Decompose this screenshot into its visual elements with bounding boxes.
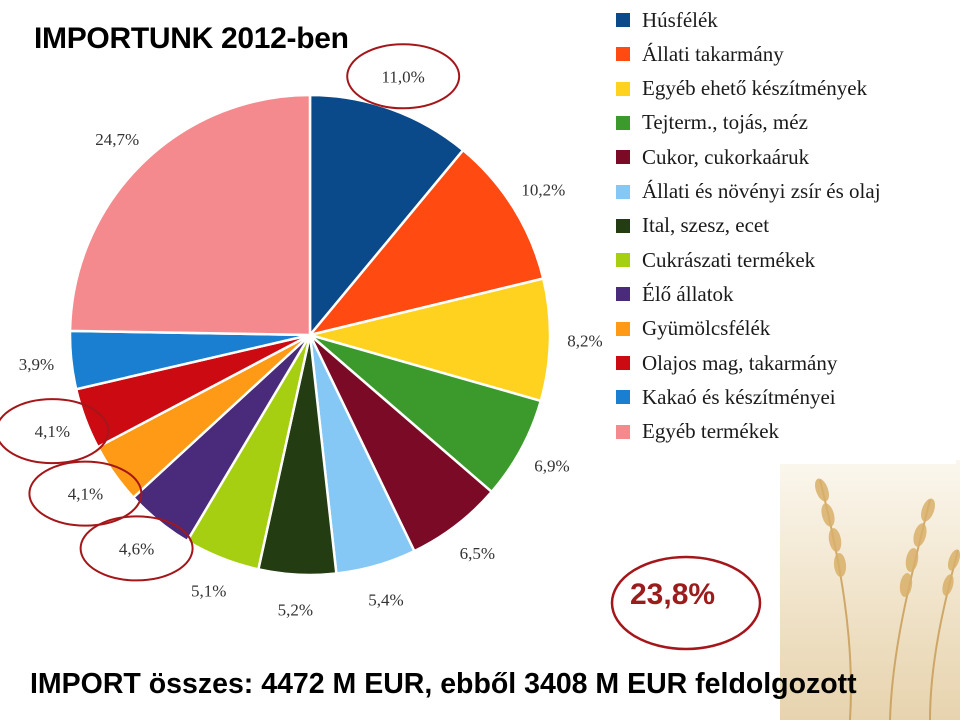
legend-label: Kakaó és készítményei: [642, 384, 836, 409]
legend-swatch: [616, 184, 630, 199]
pie-slice: [308, 93, 465, 339]
legend-item: Ital, szesz, ecet: [616, 212, 769, 240]
legend-swatch: [616, 356, 630, 370]
pie-slice: [305, 277, 552, 403]
slice-data-label: 5,2%: [278, 601, 313, 620]
legend-swatch: [616, 218, 630, 233]
legend-swatch: [616, 13, 630, 27]
slice-data-label: 11,0%: [382, 67, 425, 86]
slice-data-label: 6,9%: [534, 457, 569, 476]
chart-legend: Húsfélék Állati takarmány Egyéb ehető kész…: [602, 2, 956, 464]
legend-item: Állati takarmány: [616, 40, 784, 68]
wheat-background: [780, 460, 960, 720]
legend-swatch: [616, 287, 630, 302]
legend-label: Állati és növényi zsír és olaj: [642, 179, 881, 203]
legend-label: Ital, szesz, ecet: [642, 213, 770, 238]
slice-data-label: 5,4%: [368, 590, 403, 609]
highlight-circle: [28, 460, 143, 527]
legend-item: Élő állatok: [616, 280, 734, 308]
legend-label: Egyéb termékek: [642, 419, 780, 444]
pie-slice: [68, 93, 312, 337]
slice-data-label: 8,2%: [567, 332, 602, 351]
highlight-circle: [346, 43, 461, 110]
slice-data-label: 10,2%: [521, 180, 565, 199]
legend-swatch: [616, 424, 630, 439]
legend-item: Egyéb termékek: [616, 418, 779, 446]
legend-swatch: [616, 253, 630, 268]
highlight-circle: [79, 515, 194, 582]
legend-label: Tejterm., tojás, méz: [642, 110, 808, 135]
legend-label: Egyéb ehető készítmények: [642, 76, 868, 101]
legend-swatch: [616, 321, 630, 336]
slice-data-label: 4,1%: [68, 485, 103, 504]
wheat-icon: [815, 478, 960, 720]
legend-label: Cukrászati termékek: [642, 247, 816, 272]
slice-data-label: 5,1%: [191, 582, 226, 601]
legend-label: Húsfélék: [642, 7, 718, 32]
legend-item: Egyéb ehető készítmények: [616, 75, 867, 103]
legend-item: Kakaó és készítményei: [616, 383, 836, 411]
legend-swatch: [616, 150, 630, 165]
highlight-value: 23,8%: [630, 578, 716, 611]
legend-swatch: [616, 390, 630, 405]
legend-item: Gyümölcsfélék: [616, 315, 770, 343]
legend-item: Cukor, cukorkaáruk: [616, 143, 809, 171]
legend-item: Állati és növényi zsír és olaj: [616, 178, 881, 206]
highlight-circle: [0, 398, 110, 465]
pie-slice: [309, 333, 543, 494]
slice-data-label: 3,9%: [19, 355, 54, 374]
slice-data-label: 4,6%: [119, 539, 154, 558]
legend-item: Olajos mag, takarmány: [616, 349, 837, 377]
chart-title: IMPORTUNK 2012-ben: [34, 22, 349, 55]
footer-text: IMPORT összes: 4472 M EUR, ebből 3408 M …: [30, 668, 857, 700]
legend-label: Élő állatok: [642, 281, 734, 306]
legend-swatch: [616, 81, 630, 96]
legend-label: Cukor, cukorkaáruk: [642, 144, 810, 169]
legend-swatch: [616, 47, 630, 62]
legend-swatch: [616, 115, 630, 130]
legend-item: Tejterm., tojás, méz: [616, 109, 808, 137]
legend-label: Állati takarmány: [642, 41, 784, 66]
slice-data-label: 4,1%: [35, 422, 70, 441]
highlight-value-circle: [610, 555, 762, 651]
legend-item: Cukrászati termékek: [616, 246, 815, 274]
legend-item: Húsfélék: [616, 6, 718, 34]
legend-label: Gyümölcsfélék: [642, 316, 771, 341]
legend-label: Olajos mag, takarmány: [642, 350, 838, 375]
slice-data-label: 6,5%: [460, 544, 495, 563]
slice-data-label: 24,7%: [95, 130, 139, 149]
pie-slice: [306, 148, 545, 338]
